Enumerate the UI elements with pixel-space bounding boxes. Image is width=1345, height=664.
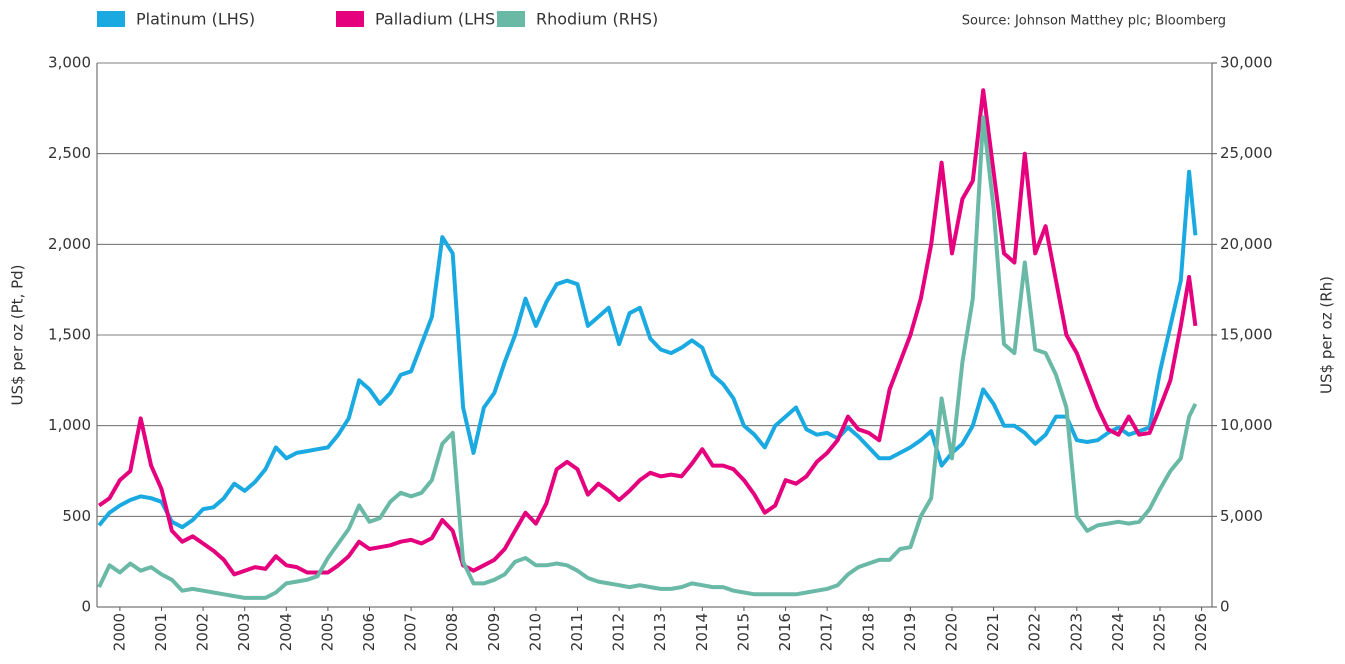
y2-tick-label: 5,000: [1220, 507, 1263, 525]
y-tick-label: 500: [62, 507, 91, 525]
y2-tick-label: 20,000: [1220, 235, 1273, 253]
x-tick-label: 2012: [610, 613, 628, 651]
x-tick-label: 2017: [818, 613, 836, 651]
y2-tick-label: 0: [1220, 598, 1230, 616]
x-tick-label: 2015: [734, 613, 752, 651]
x-tick-label: 2001: [152, 613, 170, 651]
source-note: Source: Johnson Matthey plc; Bloomberg: [962, 14, 1226, 29]
y-tick-label: 1,500: [48, 326, 91, 344]
x-tick-label: 2025: [1150, 613, 1168, 651]
legend-swatch: [497, 11, 525, 27]
x-tick-label: 2026: [1192, 613, 1210, 651]
x-tick-label: 2016: [776, 613, 794, 651]
x-tick-label: 2003: [235, 613, 253, 651]
y2-tick-label: 25,000: [1220, 144, 1273, 162]
y-axis-label: US$ per oz (Pt, Pd): [9, 264, 27, 405]
x-tick-label: 2006: [360, 613, 378, 651]
y-tick-label: 3,000: [48, 54, 91, 72]
y2-tick-label: 15,000: [1220, 326, 1273, 344]
x-tick-label: 2022: [1026, 613, 1044, 651]
series-line: [97, 169, 1198, 530]
y2-tick-label: 10,000: [1220, 416, 1273, 434]
x-tick-label: 2009: [485, 613, 503, 651]
x-tick-label: 2005: [318, 613, 336, 651]
x-tick-label: 2020: [942, 613, 960, 651]
legend-swatch: [97, 11, 125, 27]
y-tick-label: 1,000: [48, 416, 91, 434]
x-tick-label: 2021: [984, 613, 1002, 651]
legend-label: Palladium (LHS): [375, 10, 501, 29]
x-tick-label: 2023: [1067, 613, 1085, 651]
x-tick-label: 2007: [402, 613, 420, 651]
y2-axis-label: US$ per oz (Rh): [1318, 276, 1336, 394]
x-tick-label: 2002: [194, 613, 212, 651]
x-tick-label: 2000: [110, 613, 128, 651]
x-tick-label: 2010: [526, 613, 544, 651]
x-tick-label: 2004: [277, 613, 295, 651]
y-tick-label: 0: [81, 598, 91, 616]
y2-tick-label: 30,000: [1220, 54, 1273, 72]
x-tick-label: 2024: [1109, 613, 1127, 651]
x-tick-label: 2014: [693, 613, 711, 651]
legend-swatch: [336, 11, 364, 27]
y-tick-label: 2,500: [48, 144, 91, 162]
series-line: [97, 115, 1198, 600]
x-tick-label: 2018: [859, 613, 877, 651]
x-tick-label: 2011: [568, 613, 586, 651]
x-tick-label: 2008: [443, 613, 461, 651]
legend-label: Platinum (LHS): [136, 10, 255, 29]
legend-label: Rhodium (RHS): [536, 10, 658, 29]
y-tick-label: 2,000: [48, 235, 91, 253]
series-line: [97, 88, 1198, 577]
x-tick-label: 2013: [651, 613, 669, 651]
x-tick-label: 2019: [901, 613, 919, 651]
